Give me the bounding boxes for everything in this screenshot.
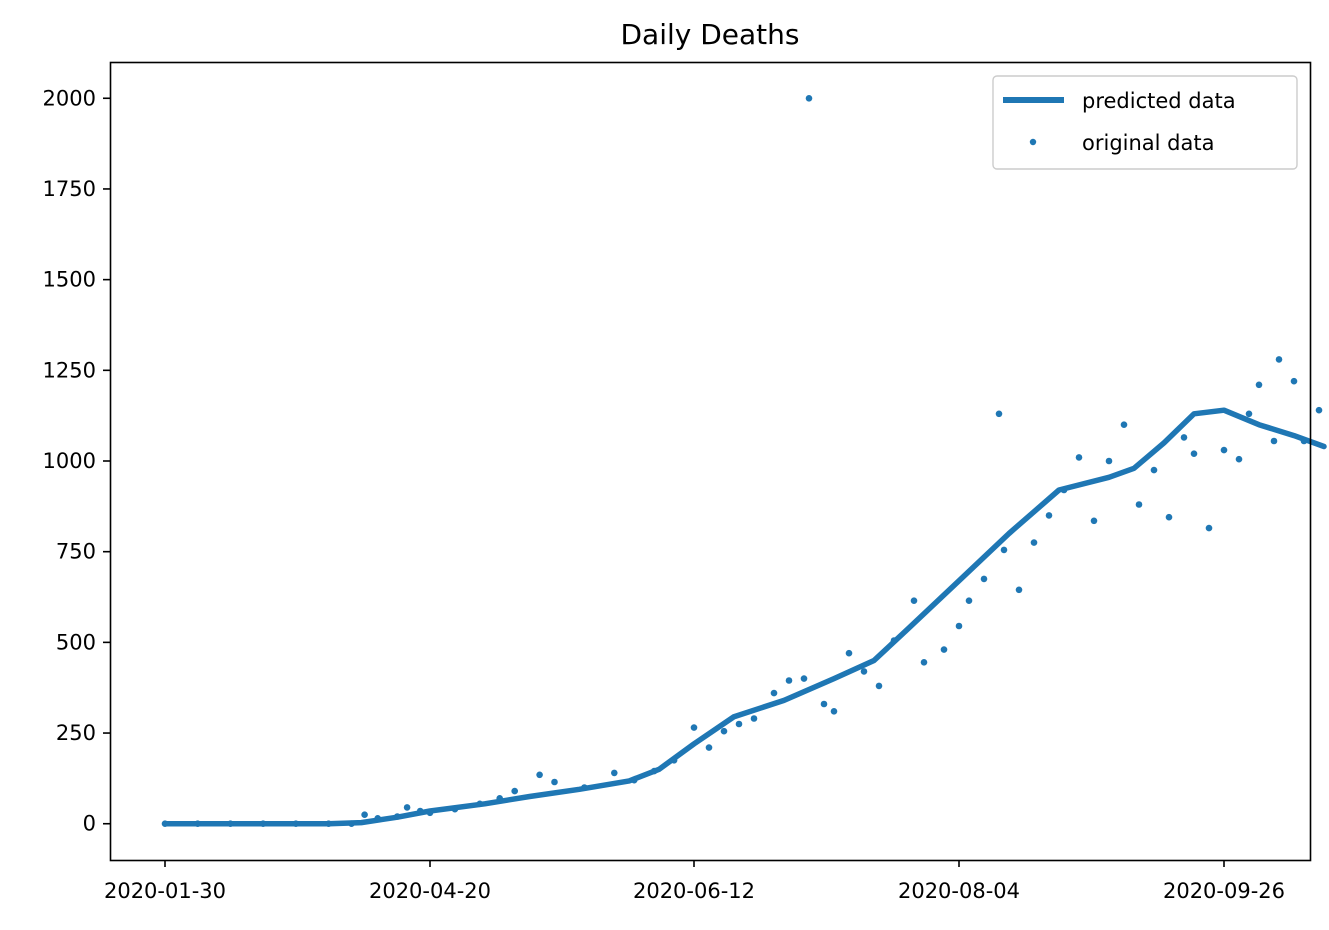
original-data-point xyxy=(1205,524,1213,532)
original-data-point xyxy=(1000,546,1008,554)
original-data-point xyxy=(995,410,1003,418)
y-tick-label: 1750 xyxy=(43,177,96,201)
original-data-point xyxy=(920,659,928,666)
original-data-point xyxy=(965,597,973,604)
original-data-point xyxy=(720,727,728,735)
original-data-point xyxy=(476,800,484,808)
original-data-point xyxy=(980,575,988,583)
original-data-point xyxy=(1315,406,1323,414)
original-data-point xyxy=(690,724,698,731)
original-data-point xyxy=(830,708,838,715)
chart-title: Daily Deaths xyxy=(620,18,799,51)
original-data-point xyxy=(1235,455,1243,463)
original-data-point xyxy=(325,820,332,827)
original-data-point xyxy=(860,668,868,675)
original-data-point xyxy=(1015,586,1023,594)
original-data-point xyxy=(1255,381,1263,389)
original-data-point xyxy=(496,795,504,802)
plot-frame xyxy=(109,61,1312,862)
original-data-point xyxy=(1245,410,1253,418)
original-data-point xyxy=(1190,450,1198,458)
original-data-point xyxy=(845,649,853,657)
y-tick-label: 2000 xyxy=(43,86,96,110)
original-data-point xyxy=(403,804,411,811)
original-data-point xyxy=(1045,512,1053,519)
x-tick-label: 2020-04-20 xyxy=(369,879,491,903)
original-data-point xyxy=(611,769,618,777)
legend-box xyxy=(992,75,1298,170)
original-data-point xyxy=(650,767,658,775)
original-data-point xyxy=(750,715,758,722)
original-data-point xyxy=(292,820,300,827)
original-data-point xyxy=(451,805,459,813)
original-data-point xyxy=(1120,421,1128,429)
original-data-point xyxy=(1180,434,1188,441)
original-data-point xyxy=(374,815,382,822)
x-tick-label: 2020-01-30 xyxy=(104,879,226,903)
original-data-point xyxy=(800,675,808,682)
y-tick-label: 1250 xyxy=(43,358,96,382)
y-tick-label: 0 xyxy=(83,812,96,836)
original-data-point xyxy=(394,813,401,820)
original-data-point xyxy=(705,744,713,751)
original-data-point xyxy=(1165,513,1173,521)
original-data-point xyxy=(161,820,169,827)
original-data-point xyxy=(1105,457,1113,465)
original-data-point xyxy=(1075,454,1083,461)
original-data-point xyxy=(1135,501,1143,508)
legend-point-swatch xyxy=(1029,138,1037,146)
original-data-point xyxy=(1030,539,1038,546)
predicted-data-line xyxy=(162,407,1327,827)
original-data-point xyxy=(227,820,234,827)
original-data-point xyxy=(955,622,963,630)
original-data-point xyxy=(416,807,424,815)
original-data-point xyxy=(551,778,558,786)
y-tick-label: 1000 xyxy=(43,449,96,473)
original-data-point xyxy=(670,757,678,764)
original-data-point xyxy=(259,820,267,827)
original-data-point xyxy=(630,776,638,784)
original-data-point xyxy=(890,637,898,644)
original-data-point xyxy=(735,720,743,728)
original-data-point xyxy=(426,809,434,817)
legend-entry-predicted: predicted data xyxy=(1082,89,1236,113)
original-data-point xyxy=(1060,486,1068,494)
x-tick-label: 2020-09-26 xyxy=(1163,879,1285,903)
original-data-point xyxy=(536,771,543,779)
original-data-point xyxy=(1150,466,1158,474)
original-data-point xyxy=(581,784,588,791)
y-tick-label: 750 xyxy=(56,540,96,564)
original-data-point xyxy=(1220,446,1228,454)
original-data-point xyxy=(361,811,368,818)
x-tick-labels: 2020-01-30 2020-04-20 2020-06-12 2020-08-04… xyxy=(104,860,1285,903)
legend: predicted data original data xyxy=(992,75,1298,170)
original-data-point xyxy=(348,820,355,827)
original-data-point xyxy=(770,689,778,697)
legend-entry-original: original data xyxy=(1082,131,1214,155)
x-tick-label: 2020-08-04 xyxy=(898,879,1020,903)
original-data-point xyxy=(820,700,828,708)
y-tick-label: 1500 xyxy=(43,268,96,292)
original-data-point xyxy=(1270,437,1278,445)
data-marks xyxy=(161,95,1327,827)
original-data-point xyxy=(805,95,813,102)
original-data-point xyxy=(194,820,201,827)
y-tick-label: 250 xyxy=(56,721,96,745)
original-data-point xyxy=(1275,356,1283,363)
original-data-point xyxy=(910,597,918,604)
original-data-point xyxy=(875,682,883,690)
original-data-point xyxy=(940,646,948,653)
original-data-point xyxy=(1290,377,1298,385)
original-data-point xyxy=(1090,517,1098,525)
y-tick-labels: 0 250 500 750 1000 1250 1500 1750 2000 xyxy=(43,86,110,836)
original-data-point xyxy=(785,677,793,684)
original-data-point xyxy=(511,787,518,795)
y-tick-label: 500 xyxy=(56,630,96,654)
x-tick-label: 2020-06-12 xyxy=(633,879,755,903)
original-data-point xyxy=(1300,437,1308,445)
